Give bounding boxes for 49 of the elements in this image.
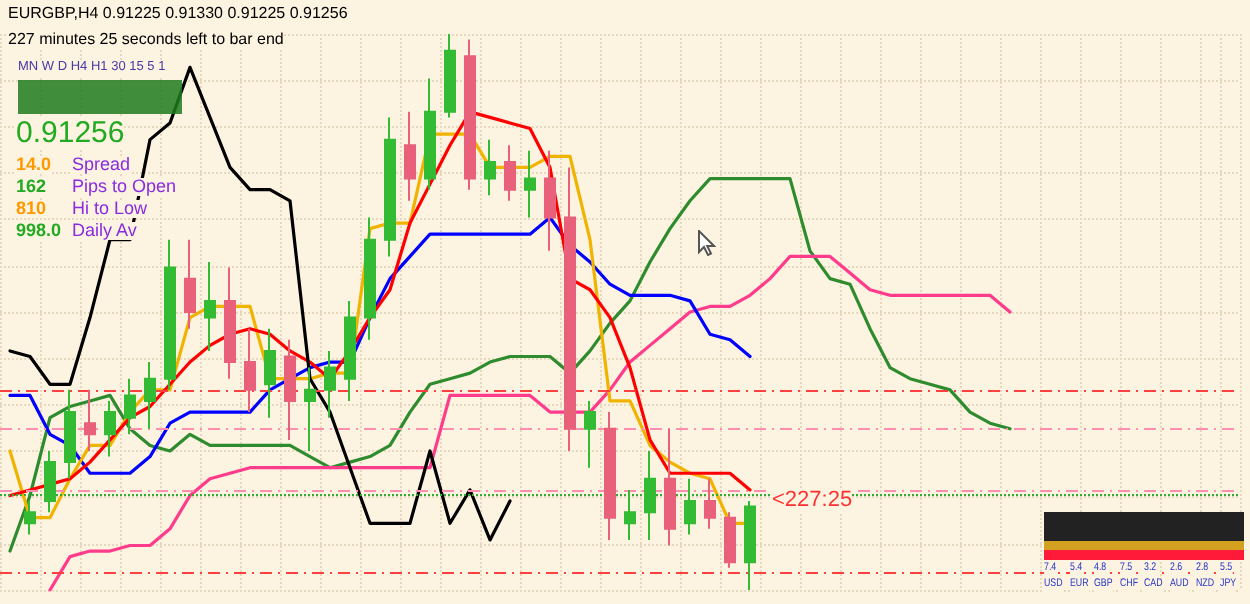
candlestick (304, 366, 316, 452)
candlestick (684, 477, 696, 536)
candlestick (744, 500, 756, 591)
candlestick (344, 299, 356, 402)
annotation: 998.0 (16, 220, 62, 240)
annotation: 162 (16, 176, 47, 196)
candlestick (164, 238, 176, 391)
candlestick (484, 138, 496, 197)
candlestick (524, 149, 536, 219)
chart-subtitle: 227 minutes 25 seconds left to bar end (8, 30, 284, 48)
candlestick (324, 349, 336, 419)
candlestick (224, 266, 236, 380)
annotation: Daily Av (72, 220, 137, 240)
candlestick (504, 144, 516, 202)
annotation: Pips to Open (72, 176, 177, 196)
candlestick (204, 260, 216, 352)
candlestick (424, 77, 436, 191)
candlestick (144, 361, 156, 430)
candlestick (84, 388, 96, 452)
candlestick (464, 38, 476, 191)
annotation: Spread (72, 154, 131, 174)
candlestick (264, 327, 276, 419)
annotation: <227:25 (772, 488, 853, 512)
candlestick (104, 399, 116, 458)
candlestick (604, 411, 616, 541)
candlestick (624, 488, 636, 541)
candlestick (564, 166, 576, 452)
chart-title: EURGBP,H4 0.91225 0.91330 0.91225 0.91256 (8, 4, 348, 22)
annotation: 810 (16, 198, 47, 218)
annotation: Hi to Low (72, 198, 148, 218)
candlestick (404, 110, 416, 202)
candlestick (124, 377, 136, 436)
candlestick (724, 511, 736, 569)
candlestick (664, 427, 676, 547)
candlestick (24, 500, 36, 536)
candlestick (284, 338, 296, 441)
candlestick (704, 477, 716, 530)
candlestick (384, 116, 396, 258)
annotation: 0.91256 (16, 116, 125, 150)
candlestick (544, 149, 556, 252)
annotation: 14.0 (16, 154, 52, 174)
candlestick (644, 450, 656, 541)
candlestick (584, 399, 596, 469)
candlestick (44, 450, 56, 514)
candlestick (184, 238, 196, 330)
candlestick (444, 33, 456, 119)
candlestick (364, 216, 376, 341)
candlestick (244, 327, 256, 414)
candlestick (64, 388, 76, 480)
